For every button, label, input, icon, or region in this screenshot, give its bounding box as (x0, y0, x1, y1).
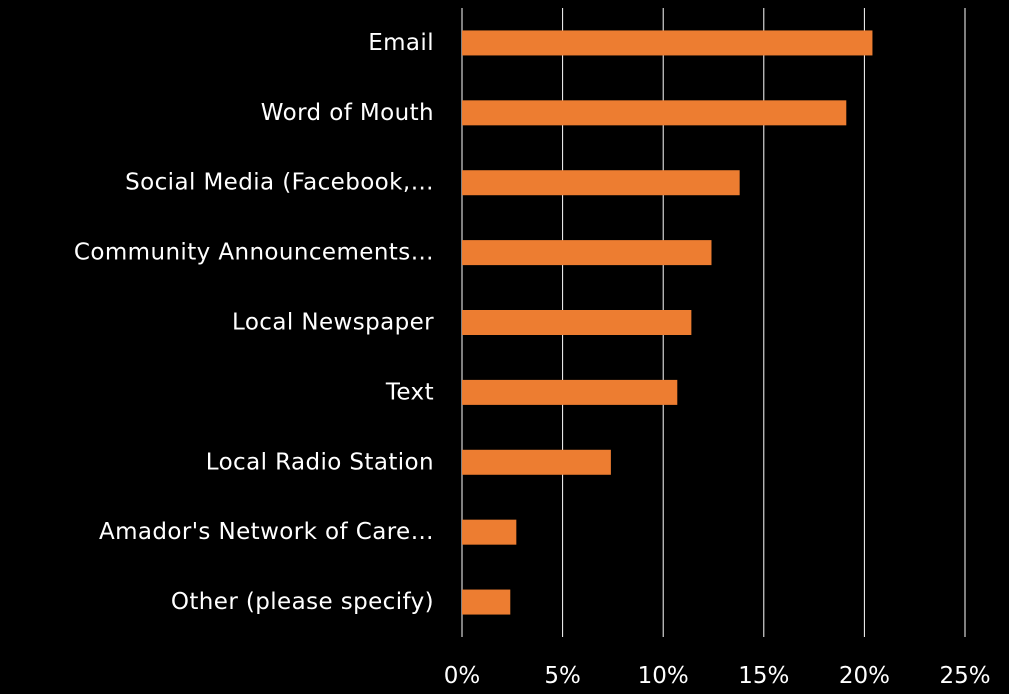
category-label-5: Text (385, 379, 434, 405)
category-label-8: Other (please specify) (171, 589, 434, 615)
category-label-1: Word of Mouth (261, 100, 434, 126)
category-label-4: Local Newspaper (232, 310, 434, 336)
category-label-0: Email (368, 30, 434, 56)
x-tick-label-15: 15% (738, 663, 789, 689)
bar-2 (462, 170, 740, 196)
x-axis-tick-labels: 0% 5% 10% 15% 20% 25% (444, 663, 991, 689)
bar-6 (462, 449, 611, 475)
x-tick-label-5: 5% (544, 663, 581, 689)
x-tick-label-10: 10% (638, 663, 689, 689)
bar-3 (462, 240, 712, 266)
x-tick-label-25: 25% (939, 663, 990, 689)
category-labels: Email Word of Mouth Social Media (Facebook… (74, 30, 434, 615)
bar-1 (462, 100, 847, 126)
bar-4 (462, 310, 692, 335)
x-tick-label-0: 0% (444, 663, 481, 689)
bars (462, 30, 873, 615)
bar-5 (462, 379, 678, 405)
x-tick-label-20: 20% (839, 663, 890, 689)
bar-0 (462, 30, 873, 56)
category-label-2: Social Media (Facebook,… (125, 170, 434, 196)
category-label-3: Community Announcements… (74, 240, 434, 266)
bar-7 (462, 519, 517, 545)
bar-8 (462, 589, 511, 615)
category-label-6: Local Radio Station (206, 449, 434, 475)
category-label-7: Amador's Network of Care… (99, 519, 434, 545)
